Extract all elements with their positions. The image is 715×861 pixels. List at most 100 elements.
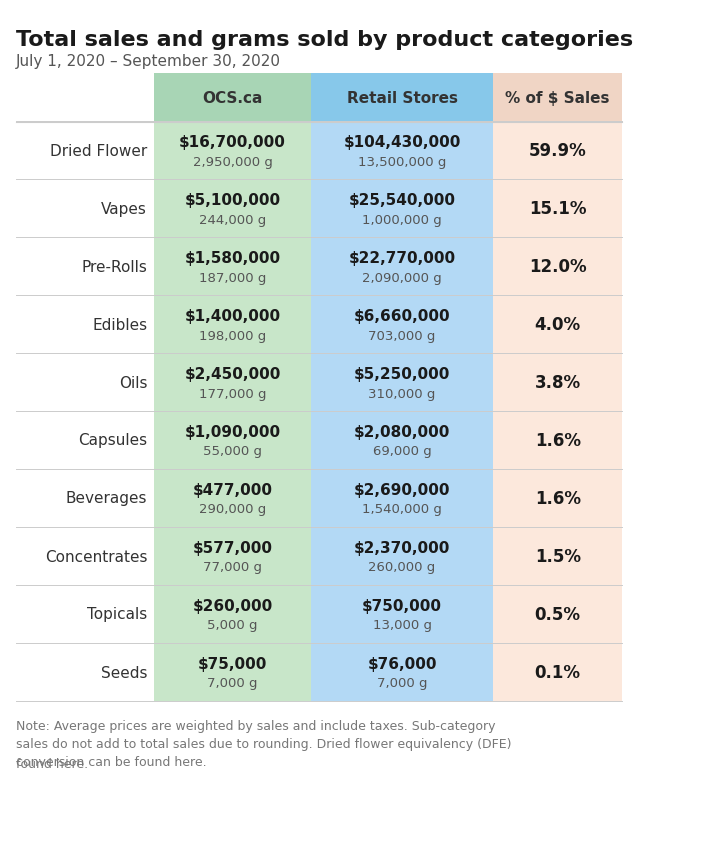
FancyBboxPatch shape [154,74,310,122]
Text: 703,000 g: 703,000 g [368,329,435,342]
Text: 0.5%: 0.5% [535,605,581,623]
Text: Total sales and grams sold by product categories: Total sales and grams sold by product ca… [16,30,633,50]
Text: found here.: found here. [16,757,88,770]
Text: OCS.ca: OCS.ca [202,90,262,105]
Text: $2,080,000: $2,080,000 [354,424,450,439]
Text: 177,000 g: 177,000 g [199,387,266,400]
Text: Seeds: Seeds [101,665,147,679]
FancyBboxPatch shape [154,238,310,295]
Text: 3.8%: 3.8% [535,374,581,392]
Text: 310,000 g: 310,000 g [368,387,435,400]
Text: $5,100,000: $5,100,000 [184,192,280,208]
Text: $5,250,000: $5,250,000 [354,366,450,381]
FancyBboxPatch shape [310,295,493,354]
Text: 59.9%: 59.9% [529,142,586,160]
Text: $1,400,000: $1,400,000 [184,308,280,323]
Text: $76,000: $76,000 [368,656,437,671]
Text: Capsules: Capsules [78,433,147,448]
Text: 187,000 g: 187,000 g [199,271,266,284]
Text: 69,000 g: 69,000 g [373,445,431,458]
Text: $2,370,000: $2,370,000 [354,540,450,554]
Text: $260,000: $260,000 [192,598,272,613]
FancyBboxPatch shape [310,643,493,701]
FancyBboxPatch shape [310,412,493,469]
FancyBboxPatch shape [154,122,310,180]
FancyBboxPatch shape [310,469,493,528]
FancyBboxPatch shape [493,469,622,528]
Text: 1.6%: 1.6% [535,489,581,507]
FancyBboxPatch shape [310,354,493,412]
Text: $750,000: $750,000 [362,598,442,613]
Text: 13,000 g: 13,000 g [373,619,432,632]
FancyBboxPatch shape [493,528,622,585]
Text: Vapes: Vapes [102,201,147,216]
FancyBboxPatch shape [310,122,493,180]
FancyBboxPatch shape [154,469,310,528]
FancyBboxPatch shape [154,643,310,701]
FancyBboxPatch shape [310,238,493,295]
Text: July 1, 2020 – September 30, 2020: July 1, 2020 – September 30, 2020 [16,54,281,69]
FancyBboxPatch shape [154,180,310,238]
Text: $22,770,000: $22,770,000 [348,251,455,265]
Text: $2,690,000: $2,690,000 [354,482,450,497]
Text: Beverages: Beverages [66,491,147,506]
Text: 1.6%: 1.6% [535,431,581,449]
Text: 15.1%: 15.1% [529,200,586,218]
FancyBboxPatch shape [493,180,622,238]
Text: Concentrates: Concentrates [45,548,147,564]
Text: 290,000 g: 290,000 g [199,503,266,516]
FancyBboxPatch shape [154,585,310,643]
Text: Oils: Oils [119,375,147,390]
FancyBboxPatch shape [493,354,622,412]
Text: $1,090,000: $1,090,000 [184,424,280,439]
Text: $477,000: $477,000 [192,482,272,497]
Text: Retail Stores: Retail Stores [347,90,458,105]
Text: 1.5%: 1.5% [535,548,581,566]
FancyBboxPatch shape [310,585,493,643]
Text: 7,000 g: 7,000 g [207,677,257,690]
Text: 77,000 g: 77,000 g [203,561,262,573]
Text: $1,580,000: $1,580,000 [184,251,280,265]
Text: 0.1%: 0.1% [535,663,581,681]
Text: 4.0%: 4.0% [535,316,581,333]
Text: Topicals: Topicals [87,607,147,622]
FancyBboxPatch shape [493,74,622,122]
FancyBboxPatch shape [493,585,622,643]
Text: Pre-Rolls: Pre-Rolls [82,259,147,274]
Text: $25,540,000: $25,540,000 [348,192,455,208]
Text: 12.0%: 12.0% [529,257,586,276]
Text: % of $ Sales: % of $ Sales [506,90,610,105]
FancyBboxPatch shape [493,412,622,469]
Text: 55,000 g: 55,000 g [203,445,262,458]
Text: 260,000 g: 260,000 g [368,561,435,573]
FancyBboxPatch shape [493,238,622,295]
FancyBboxPatch shape [493,122,622,180]
FancyBboxPatch shape [493,295,622,354]
Text: 244,000 g: 244,000 g [199,214,266,226]
Text: 2,950,000 g: 2,950,000 g [192,155,272,168]
FancyBboxPatch shape [154,528,310,585]
Text: 1,000,000 g: 1,000,000 g [362,214,442,226]
Text: Note: Average prices are weighted by sales and include taxes. Sub-category
sales: Note: Average prices are weighted by sal… [16,719,511,768]
FancyBboxPatch shape [310,180,493,238]
FancyBboxPatch shape [493,643,622,701]
FancyBboxPatch shape [310,74,493,122]
Text: 1,540,000 g: 1,540,000 g [362,503,442,516]
Text: Dried Flower: Dried Flower [50,143,147,158]
Text: 13,500,000 g: 13,500,000 g [358,155,446,168]
Text: $6,660,000: $6,660,000 [354,308,450,323]
Text: $16,700,000: $16,700,000 [179,134,286,149]
Text: $577,000: $577,000 [192,540,272,554]
FancyBboxPatch shape [154,412,310,469]
FancyBboxPatch shape [154,354,310,412]
Text: $2,450,000: $2,450,000 [184,366,281,381]
Text: 2,090,000 g: 2,090,000 g [362,271,442,284]
Text: 5,000 g: 5,000 g [207,619,257,632]
FancyBboxPatch shape [154,295,310,354]
Text: Edibles: Edibles [92,317,147,332]
Text: 7,000 g: 7,000 g [377,677,428,690]
Text: $104,430,000: $104,430,000 [343,134,460,149]
FancyBboxPatch shape [310,528,493,585]
Text: 198,000 g: 198,000 g [199,329,266,342]
Text: $75,000: $75,000 [198,656,267,671]
